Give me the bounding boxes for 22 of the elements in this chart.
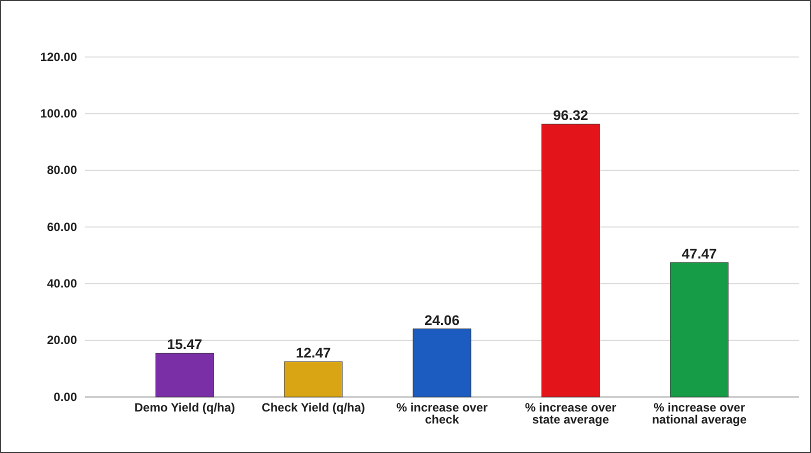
y-tick-label: 40.00	[46, 276, 78, 291]
bar	[670, 262, 728, 398]
bar	[284, 361, 343, 398]
data-label: 24.06	[424, 312, 460, 328]
x-tick-label: % increase over national average	[652, 400, 747, 427]
y-tick-label: 100.00	[40, 106, 78, 121]
x-tick-label: Demo Yield (q/ha)	[134, 400, 236, 415]
data-label: 96.32	[553, 107, 588, 124]
data-label: 47.47	[682, 246, 718, 262]
x-tick-label: Check Yield (q/ha)	[262, 400, 366, 415]
y-tick-label: 0.00	[54, 390, 78, 404]
bar	[541, 124, 600, 398]
bar	[412, 328, 472, 398]
x-tick-label: % increase over check	[396, 400, 488, 427]
x-tick-label: % increase over state average	[524, 400, 617, 427]
data-label: 12.47	[296, 344, 332, 361]
y-tick-label: 20.00	[46, 333, 78, 348]
y-tick-label: 80.00	[46, 163, 78, 178]
data-label: 15.47	[167, 336, 202, 352]
y-tick-label: 60.00	[46, 220, 78, 234]
y-tick-label: 120.00	[40, 50, 78, 64]
bar	[156, 352, 214, 398]
